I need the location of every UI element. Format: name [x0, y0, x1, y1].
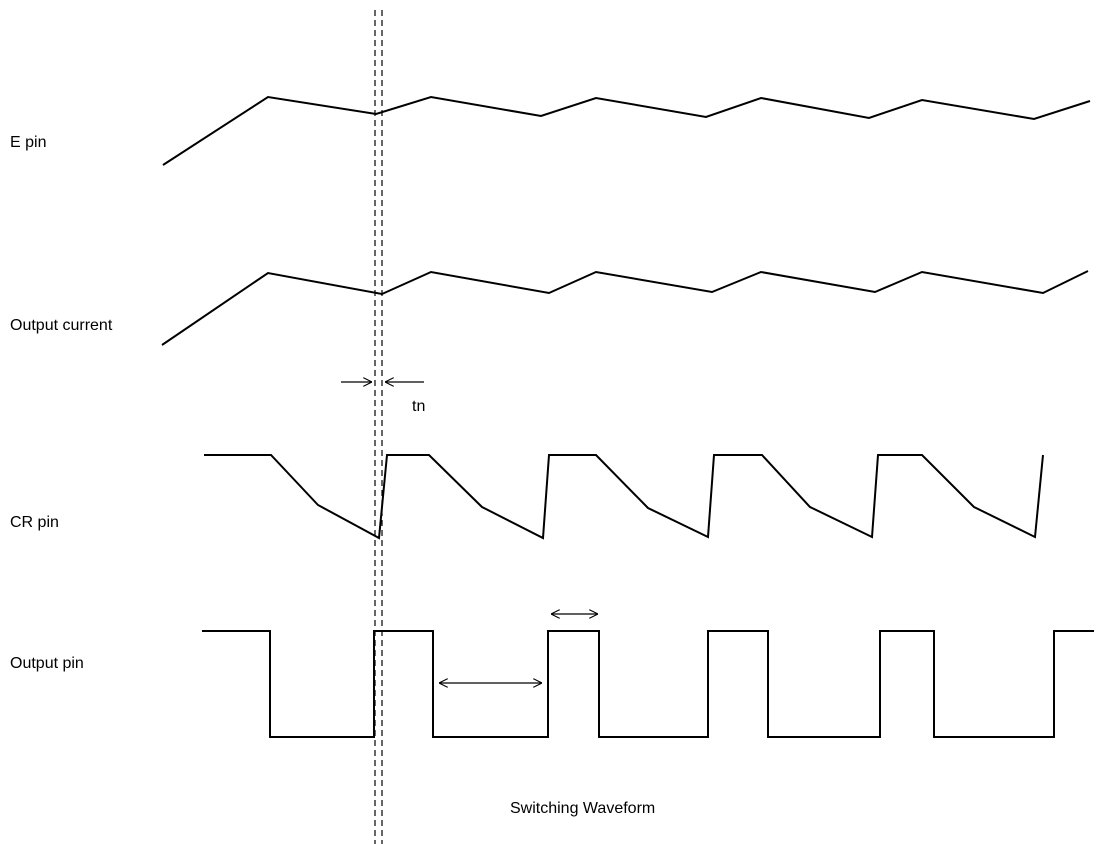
label-e-pin: E pin	[10, 134, 46, 151]
label-output-current: Output current	[10, 317, 113, 334]
label-cr-pin: CR pin	[10, 514, 59, 531]
tn-label: tn	[412, 398, 425, 415]
diagram-caption: Switching Waveform	[510, 800, 655, 817]
cr-pin-waveform	[204, 454, 1044, 540]
e-pin-waveform	[162, 95, 1091, 166]
output-current-waveform	[161, 270, 1089, 346]
label-output-pin: Output pin	[10, 655, 84, 672]
output-pin-waveform	[202, 630, 1094, 738]
